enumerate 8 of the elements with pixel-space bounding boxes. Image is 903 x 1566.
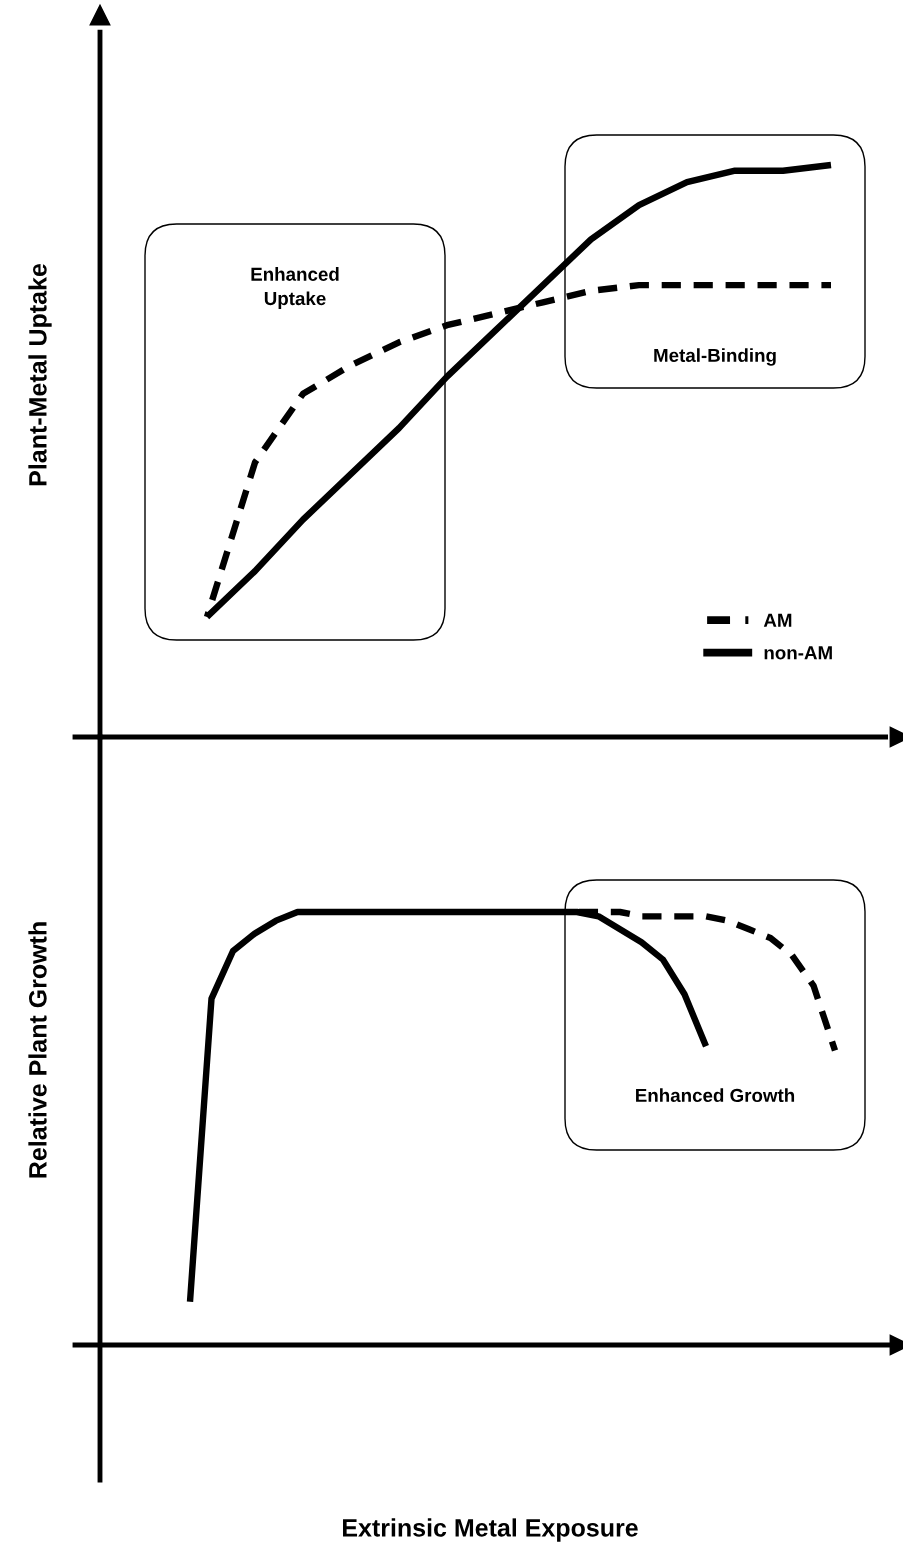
legend-label: non-AM [764, 646, 832, 660]
y-axis-title: Relative Plant Growth [28, 922, 47, 1178]
annotation: Enhanced Uptake [251, 267, 339, 309]
annotation: Enhanced Growth [636, 1088, 795, 1103]
y-axis-title: Plant-Metal Uptake [28, 264, 52, 486]
annotation: Metal-Binding [654, 348, 776, 366]
x-axis-title: Extrinsic Metal Exposure [343, 1518, 638, 1542]
legend-label: AM [763, 613, 792, 627]
